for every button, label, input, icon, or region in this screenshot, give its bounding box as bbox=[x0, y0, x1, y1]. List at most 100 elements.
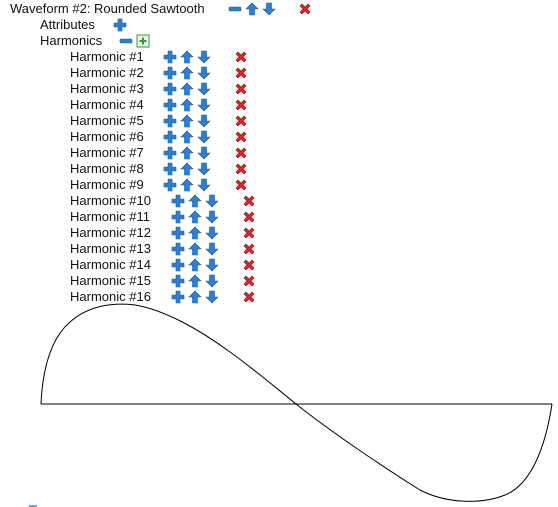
harmonic-label: Harmonic #16 bbox=[70, 289, 151, 304]
harmonic-label: Harmonic #8 bbox=[70, 161, 144, 176]
delete-x-icon[interactable] bbox=[242, 193, 256, 209]
plus-icon[interactable] bbox=[113, 17, 127, 33]
delete-x-icon[interactable] bbox=[234, 161, 248, 177]
waveform-curve bbox=[40, 303, 553, 502]
plus-icon[interactable] bbox=[163, 177, 177, 193]
delete-x-icon[interactable] bbox=[242, 241, 256, 257]
arrow-up-icon[interactable] bbox=[188, 193, 202, 209]
arrow-up-icon[interactable] bbox=[180, 113, 194, 129]
waveform-row: Waveform #2: Rounded Sawtooth bbox=[10, 1, 330, 17]
arrow-up-icon[interactable] bbox=[180, 129, 194, 145]
delete-x-icon[interactable] bbox=[242, 225, 256, 241]
harmonics-row: Harmonics bbox=[40, 33, 160, 49]
plus-icon[interactable] bbox=[163, 145, 177, 161]
arrow-down-icon[interactable] bbox=[197, 145, 211, 161]
plus-icon[interactable] bbox=[171, 209, 185, 225]
arrow-down-icon[interactable] bbox=[205, 209, 219, 225]
arrow-up-icon[interactable] bbox=[180, 49, 194, 65]
delete-x-icon[interactable] bbox=[242, 289, 256, 305]
harmonic-label: Harmonic #6 bbox=[70, 129, 144, 144]
arrow-down-icon[interactable] bbox=[205, 225, 219, 241]
arrow-up-icon[interactable] bbox=[180, 81, 194, 97]
harmonic-label: Harmonic #1 bbox=[70, 49, 144, 64]
arrow-down-icon[interactable] bbox=[197, 81, 211, 97]
arrow-down-icon[interactable] bbox=[197, 129, 211, 145]
plus-icon[interactable] bbox=[163, 113, 177, 129]
list-item: Harmonic #16 bbox=[70, 289, 270, 305]
list-item: Harmonic #2 bbox=[70, 65, 260, 81]
arrow-down-icon[interactable] bbox=[197, 49, 211, 65]
delete-x-icon[interactable] bbox=[234, 113, 248, 129]
arrow-up-icon[interactable] bbox=[188, 241, 202, 257]
harmonic-label: Harmonic #12 bbox=[70, 225, 151, 240]
delete-x-icon[interactable] bbox=[234, 49, 248, 65]
arrow-down-icon[interactable] bbox=[197, 113, 211, 129]
arrow-up-icon[interactable] bbox=[188, 273, 202, 289]
arrow-down-icon[interactable] bbox=[197, 97, 211, 113]
expand-plus-icon[interactable] bbox=[136, 33, 150, 49]
list-item: Harmonic #1 bbox=[70, 49, 260, 65]
harmonic-label: Harmonic #15 bbox=[70, 273, 151, 288]
plus-icon[interactable] bbox=[163, 97, 177, 113]
arrow-down-icon[interactable] bbox=[197, 177, 211, 193]
list-item: Harmonic #8 bbox=[70, 161, 260, 177]
harmonic-label: Harmonic #11 bbox=[70, 209, 150, 224]
plus-icon[interactable] bbox=[171, 241, 185, 257]
harmonic-label: Harmonic #3 bbox=[70, 81, 144, 96]
harmonic-label: Harmonic #5 bbox=[70, 113, 144, 128]
arrow-down-icon[interactable] bbox=[205, 257, 219, 273]
scroll-indicator bbox=[29, 505, 37, 507]
list-item: Harmonic #7 bbox=[70, 145, 260, 161]
list-item: Harmonic #10 bbox=[70, 193, 270, 209]
arrow-up-icon[interactable] bbox=[188, 225, 202, 241]
plus-icon[interactable] bbox=[163, 161, 177, 177]
delete-x-icon[interactable] bbox=[234, 177, 248, 193]
arrow-up-icon[interactable] bbox=[188, 257, 202, 273]
list-item: Harmonic #5 bbox=[70, 113, 260, 129]
plus-icon[interactable] bbox=[163, 65, 177, 81]
plus-icon[interactable] bbox=[171, 289, 185, 305]
minus-icon[interactable] bbox=[119, 33, 133, 49]
list-item: Harmonic #15 bbox=[70, 273, 270, 289]
list-item: Harmonic #14 bbox=[70, 257, 270, 273]
minus-icon[interactable] bbox=[228, 1, 242, 17]
delete-x-icon[interactable] bbox=[234, 97, 248, 113]
arrow-down-icon[interactable] bbox=[197, 161, 211, 177]
plus-icon[interactable] bbox=[171, 225, 185, 241]
list-item: Harmonic #6 bbox=[70, 129, 260, 145]
delete-x-icon[interactable] bbox=[234, 129, 248, 145]
plus-icon[interactable] bbox=[171, 193, 185, 209]
arrow-up-icon[interactable] bbox=[180, 161, 194, 177]
arrow-up-icon[interactable] bbox=[188, 289, 202, 305]
delete-x-icon[interactable] bbox=[234, 65, 248, 81]
arrow-up-icon[interactable] bbox=[180, 177, 194, 193]
delete-x-icon[interactable] bbox=[298, 1, 312, 17]
plus-icon[interactable] bbox=[171, 257, 185, 273]
arrow-up-icon[interactable] bbox=[188, 209, 202, 225]
waveform-title: Waveform #2: Rounded Sawtooth bbox=[10, 1, 205, 16]
harmonics-label: Harmonics bbox=[40, 33, 103, 48]
arrow-down-icon[interactable] bbox=[197, 65, 211, 81]
delete-x-icon[interactable] bbox=[234, 145, 248, 161]
plus-icon[interactable] bbox=[163, 129, 177, 145]
harmonic-label: Harmonic #10 bbox=[70, 193, 151, 208]
arrow-up-icon[interactable] bbox=[180, 65, 194, 81]
arrow-down-icon[interactable] bbox=[262, 1, 276, 17]
delete-x-icon[interactable] bbox=[242, 209, 256, 225]
plus-icon[interactable] bbox=[171, 273, 185, 289]
list-item: Harmonic #11 bbox=[70, 209, 270, 225]
plus-icon[interactable] bbox=[163, 49, 177, 65]
arrow-up-icon[interactable] bbox=[180, 145, 194, 161]
arrow-down-icon[interactable] bbox=[205, 289, 219, 305]
harmonic-label: Harmonic #2 bbox=[70, 65, 144, 80]
delete-x-icon[interactable] bbox=[234, 81, 248, 97]
arrow-down-icon[interactable] bbox=[205, 273, 219, 289]
arrow-up-icon[interactable] bbox=[245, 1, 259, 17]
arrow-down-icon[interactable] bbox=[205, 241, 219, 257]
delete-x-icon[interactable] bbox=[242, 257, 256, 273]
arrow-up-icon[interactable] bbox=[180, 97, 194, 113]
arrow-down-icon[interactable] bbox=[205, 193, 219, 209]
plus-icon[interactable] bbox=[163, 81, 177, 97]
delete-x-icon[interactable] bbox=[242, 273, 256, 289]
